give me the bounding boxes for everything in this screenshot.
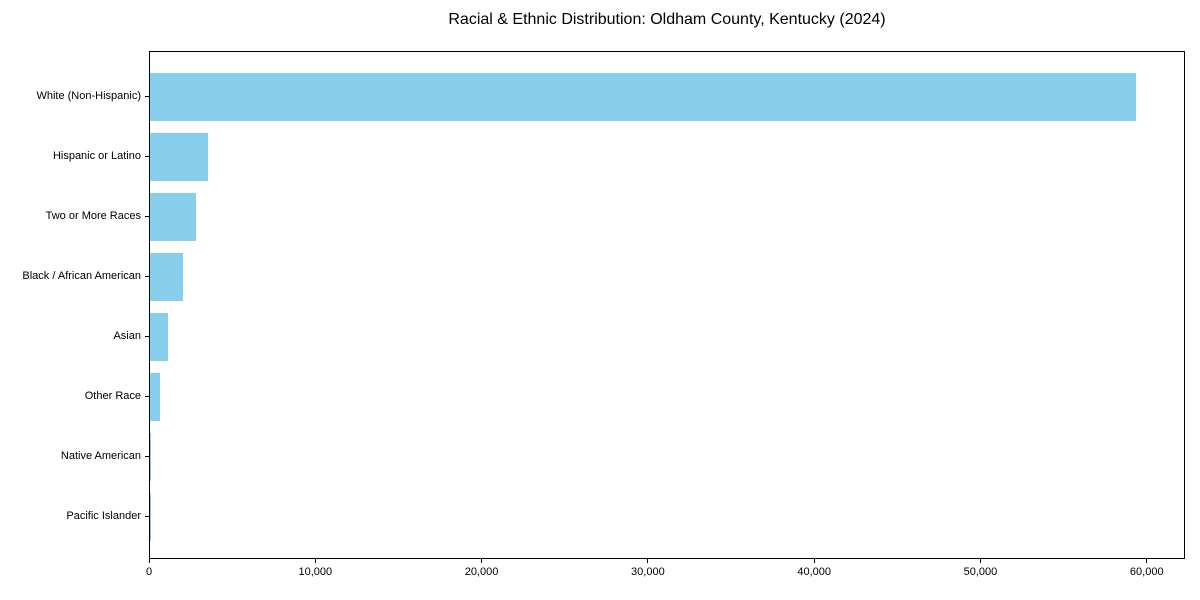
x-tick-mark xyxy=(813,559,815,563)
bar-row-white-non-hispanic xyxy=(150,67,1184,127)
bar-native-american xyxy=(150,433,151,481)
bar-row-black-african-american xyxy=(150,247,1184,307)
y-tick-label-hispanic-or-latino: Hispanic or Latino xyxy=(52,150,141,162)
x-tick-mark xyxy=(979,559,981,563)
y-tick-label-asian: Asian xyxy=(113,330,141,342)
y-tick-label-white-non-hispanic: White (Non-Hispanic) xyxy=(36,90,141,102)
bars-container xyxy=(150,67,1184,547)
bar-row-other-race xyxy=(150,367,1184,427)
x-tick-label-10000: 10,000 xyxy=(298,566,333,578)
bar-asian xyxy=(150,313,168,361)
bar-row-hispanic-or-latino xyxy=(150,127,1184,187)
x-tick-mark xyxy=(1146,559,1148,563)
x-tick-label-0: 0 xyxy=(145,566,153,578)
plot-area xyxy=(149,51,1185,559)
y-tick-mark xyxy=(145,456,149,457)
bar-other-race xyxy=(150,373,160,421)
bar-row-asian xyxy=(150,307,1184,367)
y-tick-label-two-or-more-races: Two or More Races xyxy=(45,210,141,222)
y-tick-mark xyxy=(145,276,149,277)
bar-black-african-american xyxy=(150,253,184,301)
x-tick-label-20000: 20,000 xyxy=(464,566,499,578)
bar-hispanic-or-latino xyxy=(150,133,208,181)
x-tick-label-50000: 50,000 xyxy=(963,566,998,578)
x-tick-mark xyxy=(314,559,316,563)
x-tick-mark xyxy=(647,559,649,563)
x-tick-label-30000: 30,000 xyxy=(631,566,665,578)
y-tick-label-pacific-islander: Pacific Islander xyxy=(66,510,141,522)
bar-row-two-or-more-races xyxy=(150,187,1184,247)
y-tick-mark xyxy=(145,156,149,157)
bar-row-pacific-islander xyxy=(150,487,1184,547)
x-tick-mark xyxy=(481,559,483,563)
bar-two-or-more-races xyxy=(150,193,196,241)
bar-white-non-hispanic xyxy=(150,73,1136,121)
y-tick-mark xyxy=(145,216,149,217)
y-tick-mark xyxy=(145,516,149,517)
y-tick-mark xyxy=(145,396,149,397)
x-tick-mark xyxy=(148,559,150,563)
x-tick-label-60000: 60,000 xyxy=(1129,566,1164,578)
x-tick-label-40000: 40,000 xyxy=(797,566,831,578)
y-tick-label-other-race: Other Race xyxy=(84,390,141,402)
y-tick-mark xyxy=(145,336,149,337)
bar-row-native-american xyxy=(150,427,1184,487)
y-tick-mark xyxy=(145,96,149,97)
chart-title: Racial & Ethnic Distribution: Oldham Cou… xyxy=(448,11,886,28)
y-tick-label-native-american: Native American xyxy=(60,450,141,462)
y-tick-label-black-african-american: Black / African American xyxy=(22,270,141,282)
